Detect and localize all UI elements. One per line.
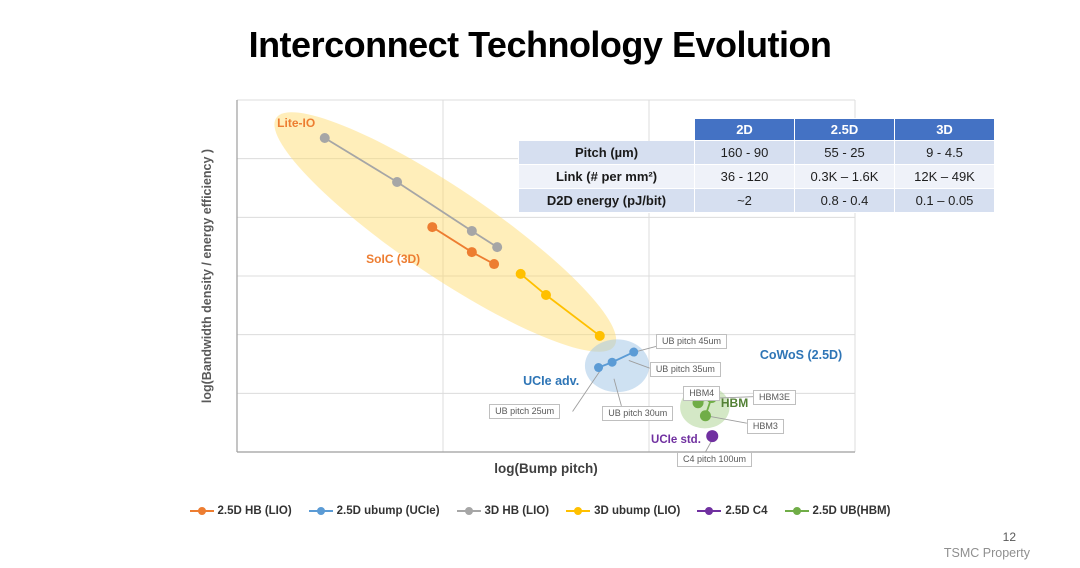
legend-item-2-5d-ub-hbm: 2.5D UB(HBM): [784, 505, 891, 517]
cell-energy-3d: 0.1 – 0.05: [894, 188, 995, 213]
table-header-row: 2D 2.5D 3D: [519, 118, 995, 141]
comparison-table: 2D 2.5D 3D Pitch (µm) 160 - 90 55 - 25 9…: [518, 118, 995, 213]
series-point-3d-hb-lio-1: [392, 177, 403, 188]
chart-label-hbm: HBM: [720, 396, 749, 411]
page-number: 12: [1002, 530, 1016, 544]
leader-ub-pitch-30um: [613, 378, 622, 407]
callout-c4-pitch-100um: C4 pitch 100um: [677, 452, 753, 468]
table-row-pitch: Pitch (µm) 160 - 90 55 - 25 9 - 4.5: [518, 140, 995, 165]
chart-label-ucie-std: UCIe std.: [651, 434, 701, 447]
legend-item-2-5d-ubump-ucie: 2.5D ubump (UCIe): [308, 505, 440, 517]
callout-hbm3: HBM3: [746, 418, 784, 435]
callout-ub-pitch-45um: UB pitch 45um: [656, 334, 728, 350]
callout-ub-pitch-30um: UB pitch 30um: [602, 405, 674, 422]
table-col-2-5d: 2.5D: [794, 118, 895, 141]
table-corner-cell: [519, 119, 695, 141]
series-point-3d-ubump-lio-1: [541, 290, 551, 301]
chart-label-lite-io: Lite-IO: [277, 115, 316, 130]
legend-label: 2.5D ubump (UCIe): [336, 505, 440, 517]
legend-marker-icon: [308, 505, 333, 517]
chart-legend: 2.5D HB (LIO) 2.5D ubump (UCIe) 3D HB (LIO…: [0, 505, 1080, 517]
series-point-3d-ubump-lio-0: [515, 268, 526, 279]
callout-ub-pitch-25um: UB pitch 25um: [489, 403, 561, 420]
legend-label: 2.5D HB (LIO): [217, 505, 292, 517]
legend-marker-icon: [697, 505, 722, 517]
leader-ub-pitch-45um: [637, 345, 657, 352]
table-col-3d: 3D: [894, 118, 995, 141]
footer-note: TSMC Property: [943, 546, 1030, 560]
row-label-link-density: Link (# per mm²): [518, 164, 695, 189]
leader-hbm3: [707, 415, 747, 424]
series-point-2-5d-hb-lio-1: [466, 247, 477, 258]
legend-label: 2.5D C4: [725, 505, 768, 517]
series-point-2-5d-hb-lio-0: [427, 222, 438, 233]
cell-pitch-3d: 9 - 4.5: [894, 140, 995, 165]
series-point-3d-hb-lio-0: [319, 133, 330, 144]
series-point-3d-hb-lio-3: [492, 242, 503, 253]
series-point-2-5d-ubump-ucie-0: [594, 363, 604, 373]
legend-label: 3D ubump (LIO): [594, 505, 681, 517]
leader-ub-pitch-35um: [628, 360, 650, 369]
legend-item-3d-hb-lio: 3D HB (LIO): [456, 505, 550, 517]
legend-label: 2.5D UB(HBM): [812, 505, 891, 517]
cell-energy-2-5d: 0.8 - 0.4: [794, 188, 895, 213]
series-point-3d-ubump-lio-2: [594, 330, 605, 341]
highlight-lio-band: [274, 112, 617, 352]
legend-marker-icon: [784, 505, 809, 517]
legend-item-2-5d-hb-lio: 2.5D HB (LIO): [189, 505, 292, 517]
leader-hbm3e: [714, 396, 754, 399]
cell-link-2-5d: 0.3K – 1.6K: [794, 164, 895, 189]
series-point-3d-hb-lio-2: [466, 225, 477, 236]
series-point-2-5d-hb-lio-2: [489, 259, 500, 270]
chart-label-ucie-adv: UCIe adv.: [523, 373, 580, 388]
legend-marker-icon: [566, 505, 591, 517]
cell-link-3d: 12K – 49K: [894, 164, 995, 189]
row-label-pitch: Pitch (µm): [518, 140, 695, 165]
legend-item-2-5d-c4: 2.5D C4: [697, 505, 768, 517]
series-point-2-5d-c4-0: [706, 430, 719, 443]
slide-title: Interconnect Technology Evolution: [248, 24, 832, 65]
series-point-2-5d-ubump-ucie-1: [607, 357, 617, 367]
chart-annotations: Lite-IO SoIC (3D) UCIe adv. CoWoS (2.5D) HBM…: [237, 100, 855, 468]
chart-label-cowos-2-5d: CoWoS (2.5D): [759, 347, 843, 362]
chart-label-soic-3d: SoIC (3D): [366, 252, 421, 267]
callout-hbm4: HBM4: [683, 386, 721, 402]
series-point-2-5d-ubump-ucie-2: [629, 347, 639, 357]
callout-ub-pitch-35um: UB pitch 35um: [649, 361, 721, 378]
cell-energy-2d: ~2: [694, 188, 795, 213]
legend-label: 3D HB (LIO): [484, 505, 550, 517]
leader-ub-pitch-25um: [572, 370, 601, 412]
table-row-link-density: Link (# per mm²) 36 - 120 0.3K – 1.6K 12…: [518, 164, 995, 189]
cell-link-2d: 36 - 120: [694, 164, 795, 189]
cell-pitch-2-5d: 55 - 25: [794, 140, 895, 165]
y-axis-label: log(Bandwidth density / energy efficienc…: [200, 148, 214, 404]
cell-pitch-2d: 160 - 90: [694, 140, 795, 165]
series-point-2-5d-ub-hbm-2: [699, 410, 711, 422]
table-col-2d: 2D: [694, 118, 795, 141]
scatter-chart: [236, 99, 856, 453]
table-row-d2d-energy: D2D energy (pJ/bit) ~2 0.8 - 0.4 0.1 – 0…: [518, 188, 995, 213]
legend-item-3d-ubump-lio: 3D ubump (LIO): [566, 505, 680, 517]
legend-marker-icon: [456, 505, 481, 517]
callout-hbm3e: HBM3E: [753, 390, 797, 406]
legend-marker-icon: [189, 505, 214, 517]
series-line-3d-hb-lio: [324, 137, 498, 248]
plot-area: Lite-IO SoIC (3D) UCIe adv. CoWoS (2.5D) HBM…: [236, 99, 856, 468]
x-axis-label: log(Bump pitch): [494, 461, 598, 476]
row-label-d2d-energy: D2D energy (pJ/bit): [518, 188, 695, 213]
